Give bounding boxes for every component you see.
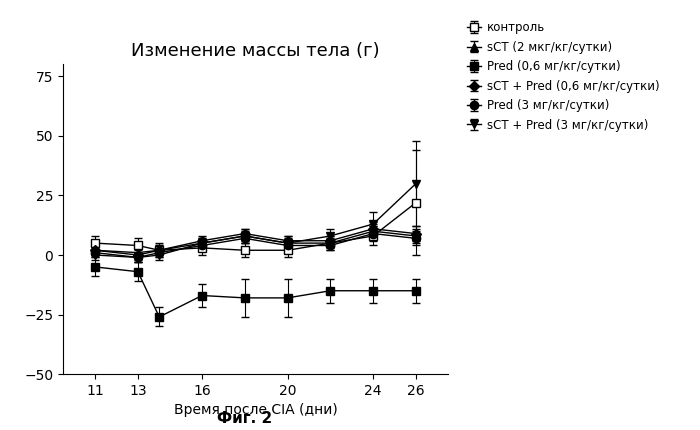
X-axis label: Время после CIA (дни): Время после CIA (дни) [174, 403, 337, 418]
Text: Фиг. 2: Фиг. 2 [218, 411, 272, 426]
Legend: контроль, sCT (2 мкг/кг/сутки), Pred (0,6 мг/кг/сутки), sCT + Pred (0,6 мг/кг/су: контроль, sCT (2 мкг/кг/сутки), Pred (0,… [464, 19, 662, 134]
Title: Изменение массы тела (г): Изменение массы тела (г) [131, 42, 380, 60]
